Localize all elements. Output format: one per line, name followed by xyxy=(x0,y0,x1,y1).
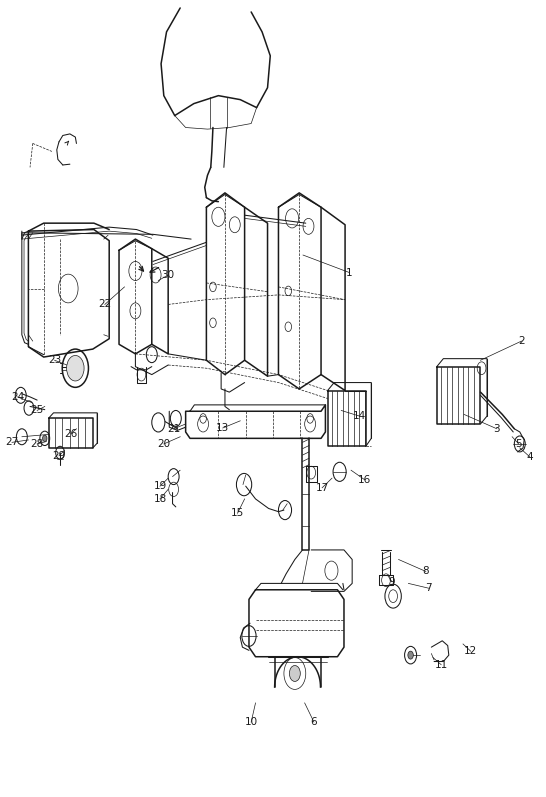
Text: 15: 15 xyxy=(231,508,244,518)
Text: 28: 28 xyxy=(31,439,44,449)
Circle shape xyxy=(408,651,413,659)
Text: 8: 8 xyxy=(423,567,429,576)
Text: 16: 16 xyxy=(358,475,371,485)
Text: 4: 4 xyxy=(526,452,533,461)
Text: 10: 10 xyxy=(245,717,258,727)
Text: 3: 3 xyxy=(494,424,500,434)
Text: 2: 2 xyxy=(518,336,525,346)
Text: 26: 26 xyxy=(64,429,78,438)
Text: 12: 12 xyxy=(464,646,477,656)
Text: 21: 21 xyxy=(167,424,180,434)
Circle shape xyxy=(43,435,47,442)
Text: 9: 9 xyxy=(389,577,395,587)
Text: 20: 20 xyxy=(157,439,170,449)
Circle shape xyxy=(289,665,300,681)
Text: 18: 18 xyxy=(153,494,167,504)
Text: 25: 25 xyxy=(31,406,44,415)
Text: 11: 11 xyxy=(435,660,448,669)
Text: 27: 27 xyxy=(5,438,19,447)
Text: 23: 23 xyxy=(48,355,61,365)
Text: 7: 7 xyxy=(425,583,432,593)
Circle shape xyxy=(152,413,165,432)
Text: 1: 1 xyxy=(346,268,353,277)
Text: 14: 14 xyxy=(353,411,366,421)
Text: 29: 29 xyxy=(52,451,66,461)
Text: 13: 13 xyxy=(216,423,229,433)
Text: 22: 22 xyxy=(98,300,111,309)
Text: 19: 19 xyxy=(153,481,167,491)
Text: 6: 6 xyxy=(311,717,317,727)
Text: 24: 24 xyxy=(11,392,24,402)
Circle shape xyxy=(67,355,84,381)
Text: 30: 30 xyxy=(162,270,175,280)
Text: 17: 17 xyxy=(316,483,329,493)
Text: 5: 5 xyxy=(515,439,522,449)
